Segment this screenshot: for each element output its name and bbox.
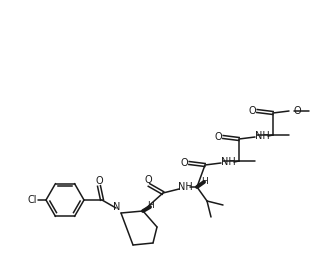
Text: O: O — [95, 176, 103, 186]
Text: H: H — [148, 201, 154, 211]
Text: O: O — [144, 175, 152, 185]
Text: Cl: Cl — [28, 195, 37, 205]
Text: O: O — [180, 158, 188, 168]
Text: NH: NH — [221, 157, 236, 167]
Text: NH: NH — [178, 182, 192, 192]
Text: O: O — [214, 132, 222, 142]
Text: H: H — [202, 176, 208, 186]
Text: O: O — [293, 106, 301, 116]
Text: O: O — [248, 106, 256, 116]
Text: NH: NH — [255, 131, 269, 141]
Text: N: N — [113, 202, 121, 212]
